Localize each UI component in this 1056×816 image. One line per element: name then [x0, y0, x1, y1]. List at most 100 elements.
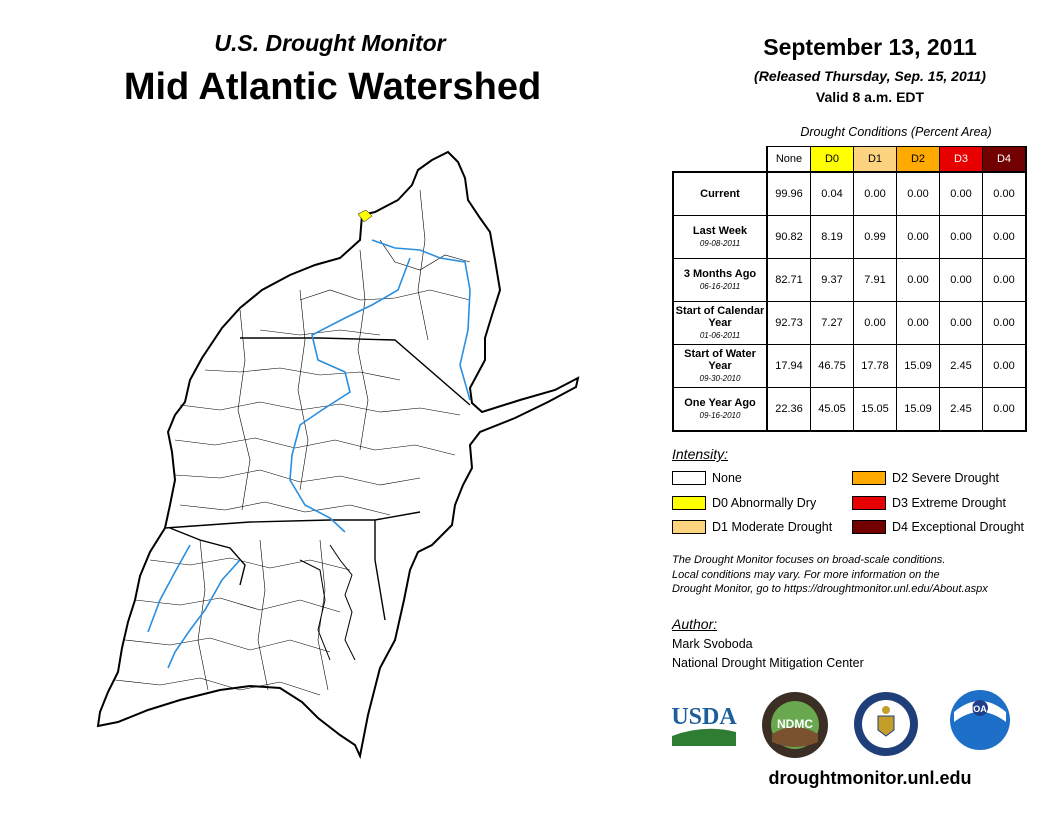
table-cell: 8.19 [810, 215, 854, 259]
row-date: 09-08-2011 [699, 238, 741, 248]
author-name: Mark Svoboda [672, 637, 753, 651]
row-date: 01-06-2011 [699, 330, 741, 340]
legend-swatch [672, 496, 706, 510]
disclaimer-text: The Drought Monitor focuses on broad-sca… [672, 553, 1047, 597]
table-cell: 0.00 [896, 301, 940, 345]
legend-label: D1 Moderate Drought [712, 520, 833, 534]
table-cell: 0.00 [853, 171, 897, 216]
legend-item-d1: D1 Moderate Drought [672, 520, 832, 534]
website-link[interactable]: droughtmonitor.unl.edu [768, 768, 972, 788]
table-cell: 0.00 [939, 301, 983, 345]
legend-swatch [672, 520, 706, 534]
row-date: 06-16-2011 [699, 281, 741, 291]
usda-logo-text: USDA [671, 704, 737, 730]
table-cell: 9.37 [810, 258, 854, 302]
table-cell: 0.00 [982, 258, 1027, 302]
legend-item-d4: D4 Exceptional Drought [852, 520, 1024, 534]
table-cell: 17.94 [766, 344, 811, 388]
table-cell: 0.00 [982, 301, 1027, 345]
ndmc-logo: NDMC [762, 692, 828, 758]
table-cell: 82.71 [766, 258, 811, 302]
table-cell: 90.82 [766, 215, 811, 259]
state-borders [164, 337, 471, 621]
legend-swatch [852, 520, 886, 534]
row-label-text: Last Week [692, 224, 748, 237]
table-corner [673, 147, 767, 173]
table-cell: 15.05 [853, 387, 897, 432]
table-header-row: None D0 D1 D2 D3 D4 [673, 146, 1027, 173]
table-cell: 7.91 [853, 258, 897, 302]
legend-swatch [852, 496, 886, 510]
legend-item-d3: D3 Extreme Drought [852, 496, 1006, 510]
row-date: 09-30-2010 [699, 373, 741, 383]
county-lines [114, 189, 471, 696]
table-cell: 15.09 [896, 344, 940, 388]
column-header-none: None [766, 146, 811, 173]
row-label-text: Start of Water Year [684, 347, 756, 372]
table-row: Last Week 09-08-2011 90.82 8.19 0.99 0.00 0.00… [672, 215, 1027, 259]
table-cell: 0.00 [896, 215, 940, 259]
table-cell: 7.27 [810, 301, 854, 345]
noaa-logo-text: NOAA [967, 704, 994, 714]
row-label: Current [672, 171, 768, 216]
legend-label: D4 Exceptional Drought [892, 520, 1025, 534]
legend-label: D0 Abnormally Dry [712, 496, 817, 510]
table-caption: Drought Conditions (Percent Area) [800, 125, 992, 139]
table-cell: 0.00 [939, 258, 983, 302]
table-row: Start of Calendar Year 01-06-2011 92.73 7.2… [672, 301, 1027, 345]
table-cell: 0.00 [982, 215, 1027, 259]
legend-swatch [852, 471, 886, 485]
commerce-seal-logo [854, 692, 918, 756]
valid-time: Valid 8 a.m. EDT [815, 89, 925, 105]
table-cell: 0.99 [853, 215, 897, 259]
d0-drought-area [357, 209, 373, 223]
drought-conditions-table: None D0 D1 D2 D3 D4 Current 99.96 0.04 0.00… [672, 146, 1027, 432]
disclaimer-line: The Drought Monitor focuses on broad-sca… [672, 554, 946, 566]
table-cell: 15.09 [896, 387, 940, 432]
table-cell: 0.00 [982, 344, 1027, 388]
legend-item-d2: D2 Severe Drought [852, 471, 999, 485]
coastal-islands [299, 544, 356, 661]
column-header-d0: D0 [810, 146, 854, 173]
table-cell: 2.45 [939, 387, 983, 432]
row-label-text: Start of Calendar Year [675, 304, 765, 329]
disclaimer-line[interactable]: Drought Monitor, go to https://droughtmo… [672, 583, 988, 595]
legend-item-none: None [672, 471, 742, 485]
table-cell: 0.00 [896, 171, 940, 216]
table-cell: 0.00 [982, 171, 1027, 216]
table-cell: 2.45 [939, 344, 983, 388]
table-cell: 45.05 [810, 387, 854, 432]
table-row: 3 Months Ago 06-16-2011 82.71 9.37 7.91 0.00 0… [672, 258, 1027, 302]
row-label-text: 3 Months Ago [683, 267, 757, 280]
table-cell: 0.00 [853, 301, 897, 345]
ndmc-logo-text: NDMC [777, 717, 813, 731]
table-cell: 92.73 [766, 301, 811, 345]
row-date: 09-16-2010 [699, 410, 741, 420]
row-label: 3 Months Ago 06-16-2011 [672, 258, 768, 302]
table-cell: 0.00 [939, 171, 983, 216]
noaa-logo: NOAA [950, 690, 1010, 750]
disclaimer-line: Local conditions may vary. For more info… [672, 568, 940, 581]
column-header-d4: D4 [982, 146, 1027, 173]
column-header-d3: D3 [939, 146, 983, 173]
legend-swatch [672, 471, 706, 485]
legend-title: Intensity: [672, 446, 729, 462]
watershed-map [96, 150, 580, 760]
table-row: Start of Water Year 09-30-2010 17.94 46.75 1… [672, 344, 1027, 388]
row-label-text: Current [700, 188, 740, 200]
table-cell: 0.04 [810, 171, 854, 216]
table-cell: 0.00 [939, 215, 983, 259]
legend-label: None [712, 471, 742, 485]
table-cell: 46.75 [810, 344, 854, 388]
table-cell: 0.00 [896, 258, 940, 302]
map-title: Mid Atlantic Watershed [123, 66, 542, 108]
row-label: Last Week 09-08-2011 [672, 215, 768, 259]
map-subtitle: U.S. Drought Monitor [214, 30, 446, 56]
column-header-d2: D2 [896, 146, 940, 173]
table-cell: 0.00 [982, 387, 1027, 432]
table-cell: 17.78 [853, 344, 897, 388]
row-label: Start of Calendar Year 01-06-2011 [672, 301, 768, 345]
release-date: (Released Thursday, Sep. 15, 2011) [754, 68, 986, 84]
table-cell: 99.96 [766, 171, 811, 216]
table-row: One Year Ago 09-16-2010 22.36 45.05 15.05 15.… [672, 387, 1027, 432]
